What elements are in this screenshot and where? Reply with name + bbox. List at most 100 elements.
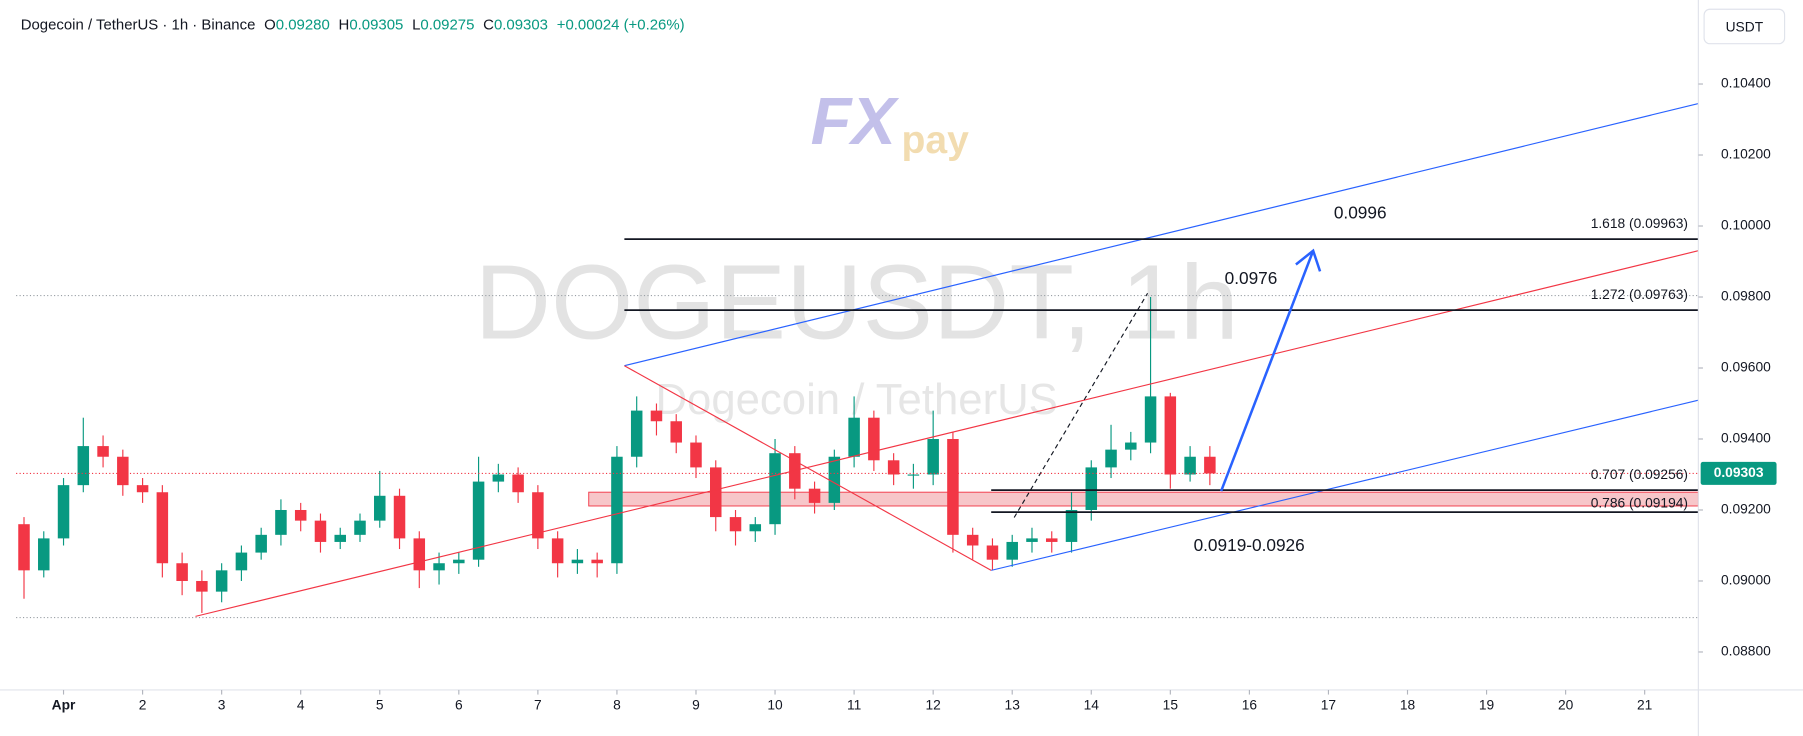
symbol: Dogecoin / TetherUS · 1h · Binance [21,16,256,33]
annotation: 0.0996 [1334,202,1387,222]
x-tick-label: 19 [1479,698,1495,713]
candle-body [196,580,208,592]
candle-body [927,438,939,475]
candle-body [18,524,30,571]
candle-body [433,563,445,571]
ohlc-key: O [264,16,276,33]
candle-body [156,492,169,564]
candle-body [907,474,920,476]
watermark: DOGEUSDT, 1h Dogecoin / TetherUS FX pay [475,85,1239,424]
ohlc-key: C [483,16,494,33]
y-tick-label: 0.09400 [1721,431,1771,446]
y-tick-label: 0.08800 [1721,644,1771,659]
x-tick-label: 9 [692,698,700,713]
x-tick-label: 7 [534,698,542,713]
candle-body [966,534,979,546]
candle-body [334,534,346,542]
candle-body [887,460,900,475]
x-tick-label: 21 [1637,698,1652,713]
support-zone [588,491,1699,507]
channel-lower [991,399,1699,571]
fib-label: 1.618 (0.09963) [1591,216,1688,231]
candle-body [986,545,999,560]
candle-body [1164,396,1177,475]
x-tick-label: 17 [1321,698,1336,713]
candle-body [591,559,603,564]
candle-body [630,410,643,457]
candle-body [1144,396,1157,443]
ohlc-value: 0.09275 [420,16,474,33]
candle-body [729,517,742,532]
x-tick-label: 5 [376,698,384,713]
candle-body [57,485,70,539]
arrow-shaft [1219,250,1315,492]
x-tick-label: 15 [1163,698,1179,713]
candle-body [314,520,327,542]
candle-body [215,570,228,592]
axes: 0.08800 0.09000 0.09200 0.09400 0.09600 0.098… [52,76,1771,713]
fib-label: 0.707 (0.09256) [1591,467,1688,482]
logo-pay: pay [902,119,970,162]
candle-body [275,509,287,535]
x-tick-label: 4 [297,698,305,713]
x-tick-label: 13 [1005,698,1021,713]
candle-body [38,538,50,571]
candle-body [294,509,307,521]
candle-body [848,417,860,457]
candle-body [1006,541,1018,560]
candle-body [472,481,485,560]
candle-body [354,520,366,535]
currency[interactable]: USDT [1726,19,1764,34]
candle-body [769,453,781,525]
arrow-head [1295,248,1322,272]
y-tick-label: 0.09800 [1721,289,1771,304]
candle-body [413,538,426,571]
change: +0.00024 (+0.26%) [557,16,685,33]
candle-body [710,467,722,518]
x-tick-label: 11 [847,698,861,713]
x-tick-label: 2 [139,698,147,713]
channel-upper [624,102,1699,367]
candle-body [1184,456,1196,475]
candle-body [136,485,149,493]
candle-body [1085,467,1098,510]
x-tick-label: 18 [1400,698,1416,713]
candle-body [117,456,129,486]
currency-button[interactable] [1703,8,1786,45]
candle-body [255,534,267,553]
candle-body [670,421,682,443]
x-tick-label: 8 [613,698,621,713]
watermark-title: DOGEUSDT, 1h [475,243,1239,361]
y-tick-label: 0.09600 [1721,360,1771,375]
candle-body [1105,449,1117,468]
y-tick-label: 0.10400 [1721,76,1771,91]
fib-label: 1.272 (0.09763) [1591,287,1688,302]
last-price-label: 0.09303 [1714,465,1764,480]
candle-body [1204,456,1216,474]
header: Dogecoin / TetherUS · 1h · Binance O 0.09… [21,16,685,33]
candle-body [868,417,880,461]
y-tick-label: 0.10200 [1721,147,1771,162]
candle-body [393,495,406,539]
candle-body [551,538,564,564]
overlays: 0.09303 1.618 (0.09963) 1.272 (0.09763) 0.7… [16,202,1777,555]
candle-body [374,495,386,521]
candle-body [235,552,248,571]
last-price-tag [1700,461,1777,485]
candle-body [650,410,663,422]
ohlc-key: L [412,16,420,33]
candle-body [947,438,959,535]
trend-line-down [624,365,992,571]
annotation: 0.0919-0.0926 [1194,535,1305,555]
candle-body [453,559,465,564]
candle-body [512,474,524,493]
y-tick-label: 0.10000 [1721,218,1771,233]
x-tick-label: 10 [767,698,783,713]
logo-fx: FX [811,85,900,159]
candle-body [532,492,544,539]
candle-body [828,456,841,503]
annotation: 0.0976 [1225,268,1278,288]
candle-body [571,559,584,564]
